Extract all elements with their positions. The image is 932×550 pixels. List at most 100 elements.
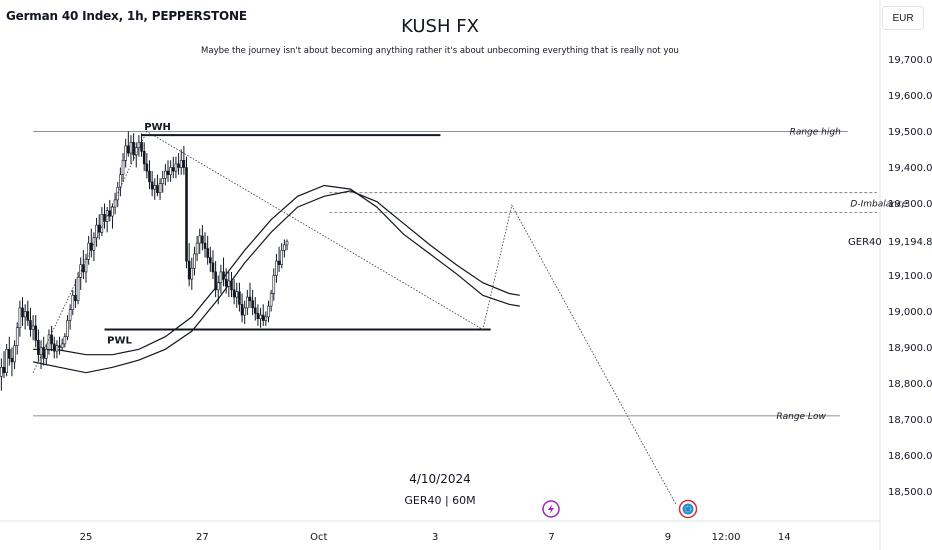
candle-body-86 xyxy=(224,278,228,287)
y-tick-label: 18,800.0 xyxy=(888,379,932,390)
candle-body-46 xyxy=(119,174,122,188)
candle-body-52 xyxy=(134,147,138,156)
candle-body-71 xyxy=(185,167,188,262)
candle-body-87 xyxy=(227,280,231,287)
candle-body-97 xyxy=(253,307,257,314)
x-tick-label: 12:00 xyxy=(712,532,741,543)
y-tick-label: 18,900.0 xyxy=(888,343,932,354)
candle-body-91 xyxy=(238,291,241,305)
candle-body-18 xyxy=(45,348,48,359)
candle-body-88 xyxy=(230,280,233,291)
candle-body-47 xyxy=(121,160,125,176)
candle-body-25 xyxy=(63,336,67,345)
candle-body-89 xyxy=(232,289,236,298)
candle-body-24 xyxy=(60,343,64,348)
watermark-date: 4/10/2024 xyxy=(409,472,471,486)
candle-body-30 xyxy=(76,276,80,301)
y-tick-label: 19,100.0 xyxy=(888,271,932,282)
candle-body-17 xyxy=(42,347,45,359)
candle-body-53 xyxy=(137,142,141,149)
candle-body-7 xyxy=(15,327,19,347)
y-tick-label: 19,600.0 xyxy=(888,91,932,102)
flag-badge[interactable] xyxy=(678,499,698,519)
x-tick-label: 14 xyxy=(778,532,791,543)
candle-body-44 xyxy=(113,199,117,208)
candle-body-62 xyxy=(161,178,165,185)
candle-body-50 xyxy=(129,142,133,154)
candle-body-16 xyxy=(39,347,43,355)
candle-body-55 xyxy=(142,151,146,165)
candle-body-80 xyxy=(209,257,212,264)
candle-body-65 xyxy=(169,167,172,175)
level-label-0: Range high xyxy=(790,128,842,138)
candle-body-93 xyxy=(243,307,246,316)
moving-average-0 xyxy=(33,184,520,356)
candle-body-66 xyxy=(171,167,175,172)
y-tick-label: 19,300.0 xyxy=(888,199,932,210)
candle-body-58 xyxy=(150,181,154,190)
candle-body-43 xyxy=(111,206,114,217)
x-tick-label: 25 xyxy=(80,532,93,543)
candle-body-19 xyxy=(47,334,51,350)
last-price-symbol: GER40 xyxy=(848,237,882,248)
candle-body-108 xyxy=(283,244,286,251)
candle-body-4 xyxy=(7,348,11,359)
candle-body-69 xyxy=(179,160,183,168)
candle-body-12 xyxy=(29,320,32,330)
candle-body-68 xyxy=(177,163,180,168)
candle-body-75 xyxy=(195,242,199,255)
candle-body-48 xyxy=(124,145,127,161)
x-tick-label: Oct xyxy=(310,532,327,543)
candle-body-77 xyxy=(201,235,204,244)
y-tick-label: 18,600.0 xyxy=(888,451,932,462)
candle-body-14 xyxy=(34,325,38,341)
candle-body-95 xyxy=(248,296,252,302)
candle-body-82 xyxy=(214,271,217,291)
candle-body-67 xyxy=(174,163,178,172)
candle-body-56 xyxy=(145,163,149,172)
candle-body-1 xyxy=(0,366,3,377)
candle-body-57 xyxy=(148,170,151,183)
candle-body-81 xyxy=(211,262,215,273)
candle-body-64 xyxy=(166,170,170,176)
currency-button[interactable]: EUR xyxy=(882,6,924,30)
moving-average-1 xyxy=(32,190,520,374)
candle-body-59 xyxy=(153,185,157,190)
candle-body-45 xyxy=(116,187,120,201)
symbol-title[interactable]: German 40 Index, 1h, PEPPERSTONE xyxy=(6,9,247,23)
candle-body-83 xyxy=(216,282,220,291)
candle-body-103 xyxy=(269,293,273,307)
x-tick-label: 7 xyxy=(548,532,554,543)
eu-flag-icon xyxy=(682,503,694,515)
candle-body-101 xyxy=(264,316,268,321)
candle-body-107 xyxy=(280,250,284,266)
candle-body-21 xyxy=(52,343,56,352)
candle-body-8 xyxy=(18,307,22,328)
candle-body-6 xyxy=(13,345,16,363)
candle-body-100 xyxy=(261,314,265,321)
candle-body-72 xyxy=(187,260,191,280)
projection-path xyxy=(32,130,677,505)
y-tick-label: 19,400.0 xyxy=(888,163,932,174)
candle-body-26 xyxy=(66,320,69,338)
candle-body-109 xyxy=(285,241,289,246)
candle-body-23 xyxy=(58,345,61,348)
candle-body-39 xyxy=(100,214,104,233)
x-tick-label: 9 xyxy=(665,532,671,543)
y-tick-label: 18,500.0 xyxy=(888,487,932,498)
y-tick-label: 19,700.0 xyxy=(888,55,932,66)
candle-body-2 xyxy=(2,366,6,373)
candle-body-13 xyxy=(31,325,35,330)
candle-body-106 xyxy=(277,260,281,266)
candle-body-79 xyxy=(206,248,209,258)
x-tick-label: 3 xyxy=(432,532,438,543)
candle-body-73 xyxy=(190,267,194,280)
candle-body-37 xyxy=(95,224,98,239)
candle-body-20 xyxy=(50,334,53,345)
candle-body-49 xyxy=(127,145,130,154)
candle-body-27 xyxy=(68,309,72,321)
candle-body-61 xyxy=(158,183,162,193)
candle-body-104 xyxy=(272,275,276,294)
event-badge[interactable] xyxy=(542,500,560,518)
